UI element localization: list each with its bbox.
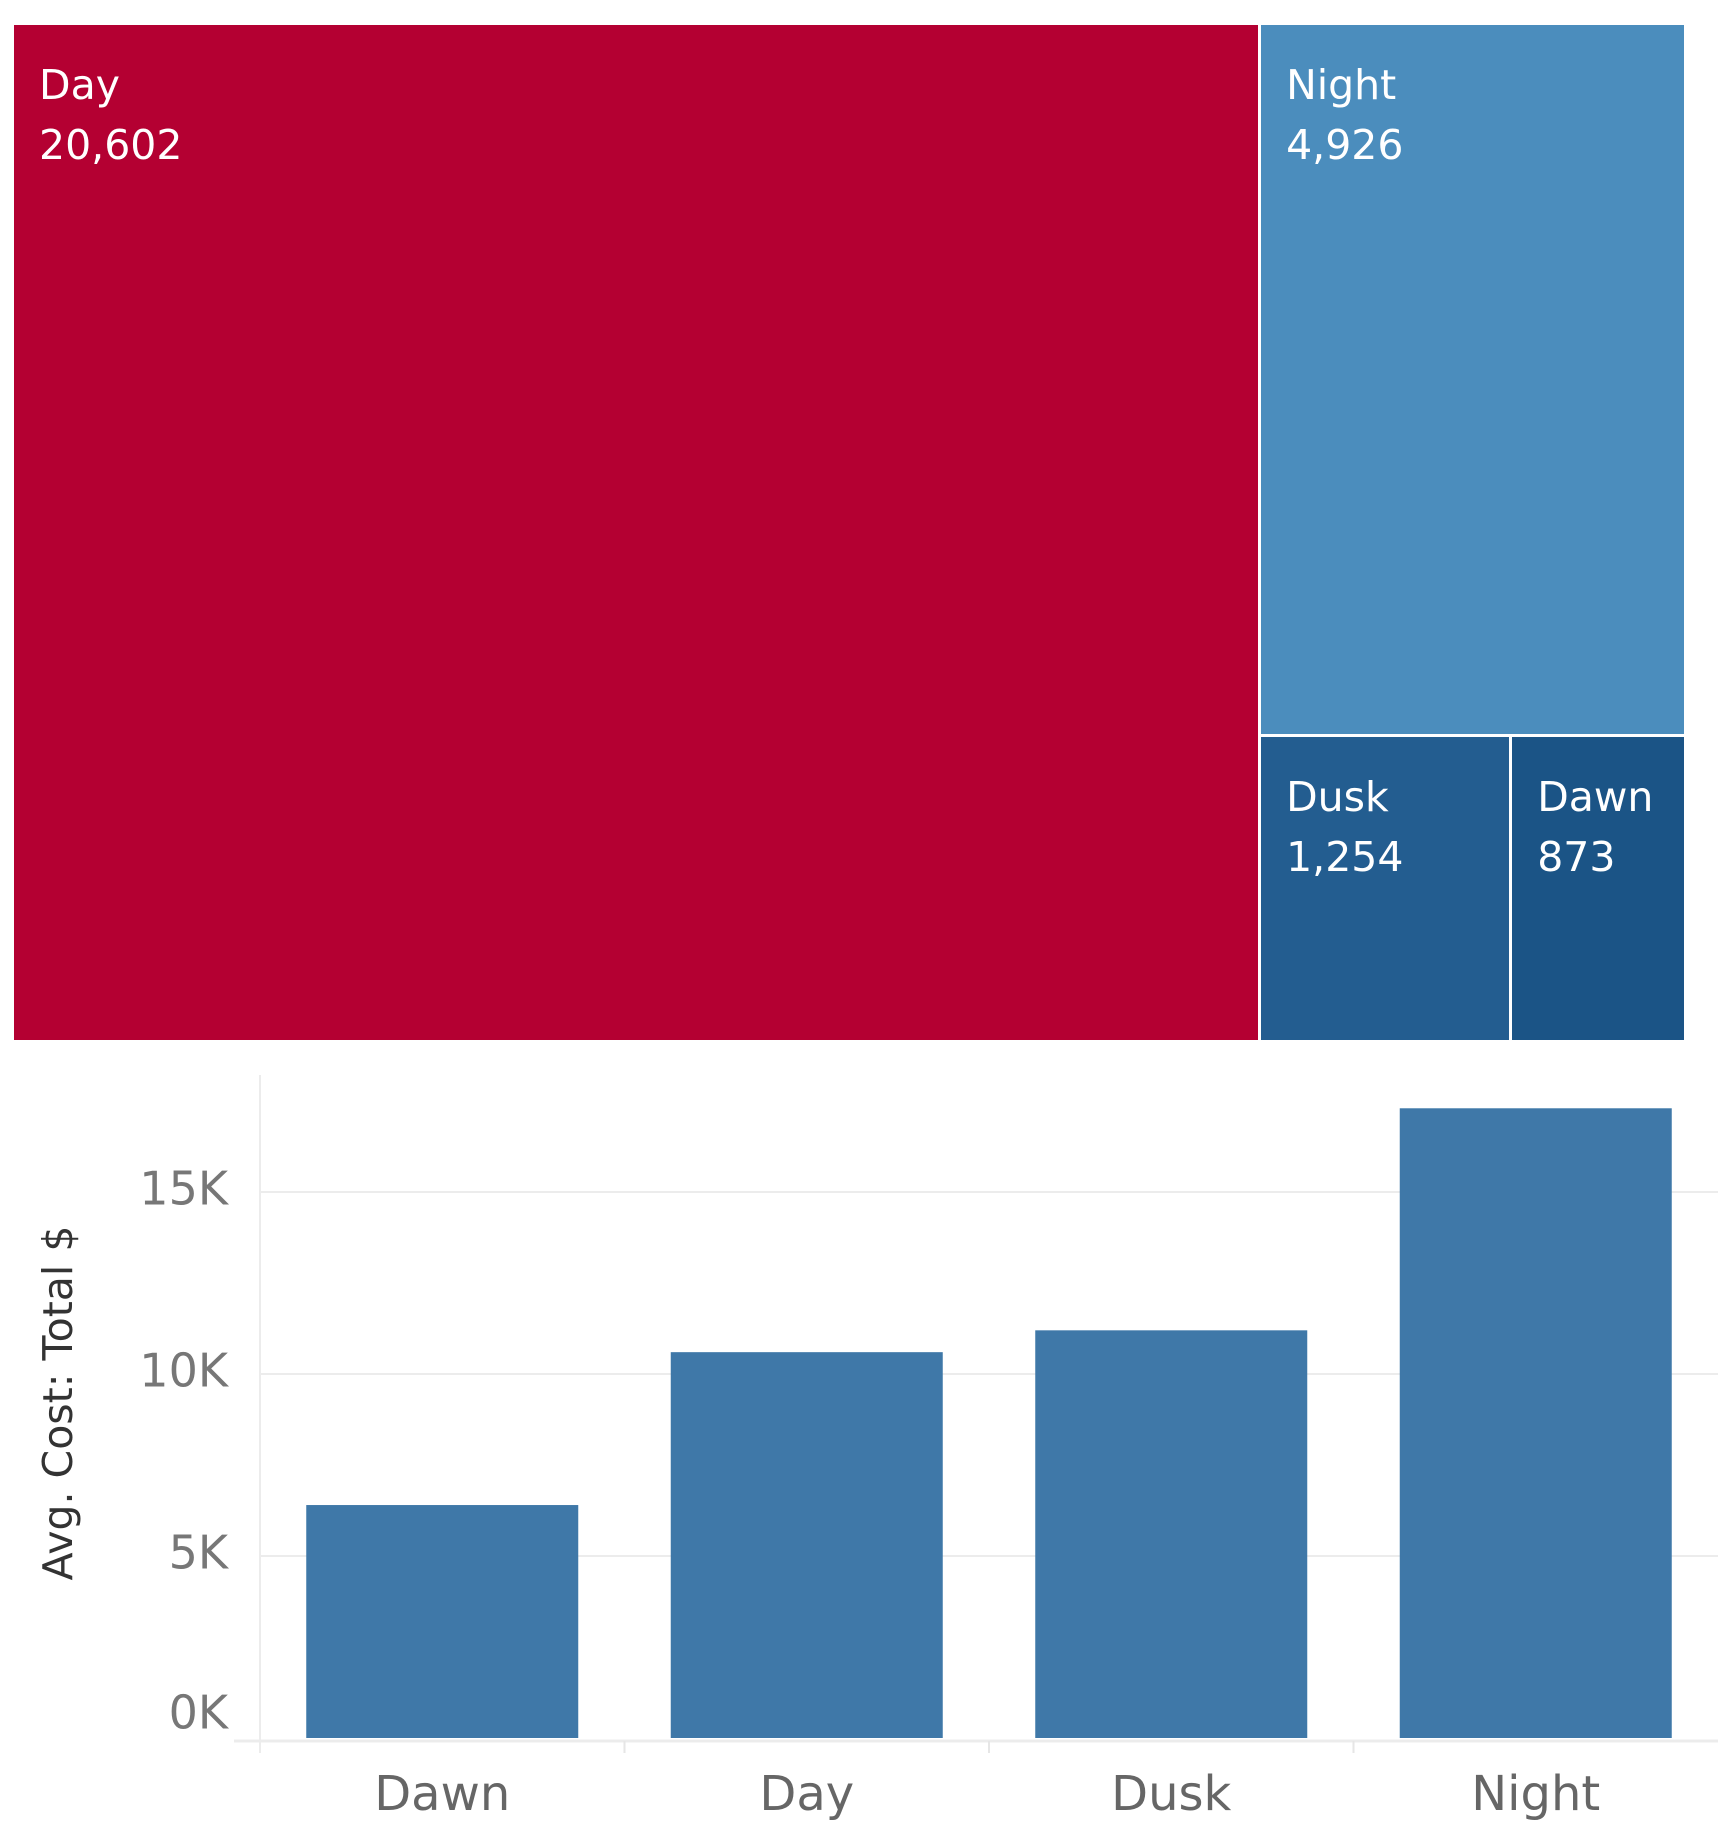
tile-label: Day 20,602 (39, 55, 182, 175)
bar-dusk (1035, 1330, 1308, 1738)
treemap-tile-dawn[interactable]: Dawn 873 (1512, 736, 1684, 1040)
x-tick-label: Day (759, 1766, 854, 1822)
bar-chart: 0K 5K 10K 15K Avg. Cost: Total $ Dawn Day Dusk N… (34, 1075, 1718, 1822)
y-tick-label: 5K (169, 1526, 230, 1580)
treemap-tile-night[interactable]: Night 4,926 (1261, 25, 1684, 734)
tile-label: Dawn 873 (1537, 767, 1653, 887)
tile-category: Day (39, 61, 120, 109)
tile-label: Dusk 1,254 (1286, 767, 1403, 887)
tile-value: 20,602 (39, 121, 183, 169)
tile-value: 873 (1537, 832, 1616, 881)
y-tick-label: 15K (139, 1162, 230, 1216)
tile-category: Night (1286, 61, 1397, 109)
x-tick-label: Night (1471, 1766, 1600, 1822)
y-axis-title: Avg. Cost: Total $ (34, 1226, 82, 1581)
x-tick-label: Dusk (1111, 1766, 1231, 1822)
treemap-tile-day[interactable]: Day 20,602 (14, 25, 1259, 1040)
tile-label: Night 4,926 (1286, 55, 1403, 175)
tile-category: Dusk (1286, 772, 1389, 821)
bar-night (1399, 1108, 1672, 1738)
bar-day (670, 1352, 943, 1738)
y-tick-label: 10K (139, 1344, 230, 1398)
treemap-tile-dusk[interactable]: Dusk 1,254 (1261, 736, 1510, 1040)
treemap: Day 20,602 Night 4,926 Dusk 1,254 Dawn 8… (14, 25, 1684, 1040)
tile-category: Dawn (1537, 772, 1654, 821)
y-tick-label: 0K (169, 1686, 230, 1740)
tile-value: 4,926 (1286, 121, 1404, 169)
x-tick-label: Dawn (374, 1766, 510, 1822)
tile-value: 1,254 (1286, 832, 1404, 881)
bar-dawn (306, 1505, 579, 1738)
